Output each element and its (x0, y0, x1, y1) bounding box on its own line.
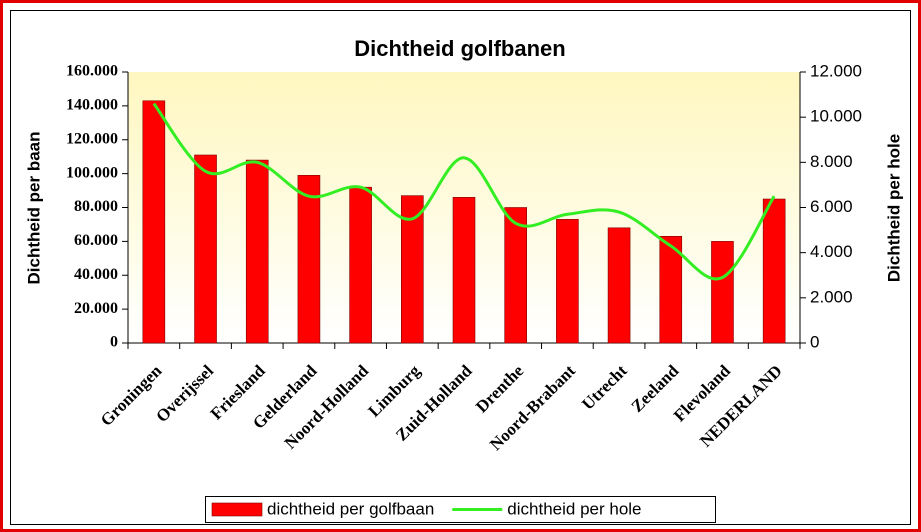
y-tick-label: 60.000 (74, 232, 118, 249)
chart-title: Dichtheid golfbanen (354, 36, 565, 61)
bar (711, 241, 734, 344)
bar (452, 197, 476, 344)
line (152, 102, 776, 281)
y2-tick-label: 6.000 (810, 197, 853, 216)
y-tick-label: 100.000 (66, 164, 118, 181)
y2-axis-label: Dichtheid per hole (884, 134, 903, 282)
y-tick-label: 20.000 (74, 300, 118, 317)
legend-label: dichtheid per golfbaan (267, 499, 434, 518)
y-tick-label: 120.000 (66, 130, 118, 147)
bar (762, 198, 786, 344)
y2-tick-label: 10.000 (810, 107, 862, 126)
y-tick-label: 80.000 (74, 198, 118, 215)
bar (297, 175, 321, 344)
bar (349, 186, 372, 344)
y2-tick-label: 0 (810, 332, 819, 351)
bar (245, 159, 269, 344)
bar (401, 195, 424, 344)
y-tick-label: 40.000 (74, 266, 118, 283)
y-tick-label: 140.000 (66, 97, 118, 114)
legend-key (211, 502, 263, 517)
y2-tick-label: 8.000 (810, 152, 853, 171)
bar (659, 235, 683, 344)
bar (556, 219, 579, 344)
y2-tick-label: 2.000 (810, 287, 853, 306)
legend-label: dichtheid per hole (507, 499, 641, 518)
bar (504, 207, 527, 344)
y-tick-label: 0 (110, 334, 118, 351)
y-tick-label: 160.000 (66, 63, 118, 80)
bar (194, 154, 217, 344)
y2-tick-label: 4.000 (810, 242, 853, 261)
bar (607, 227, 631, 344)
y2-tick-label: 12.000 (810, 61, 862, 80)
y-axis-label: Dichtheid per baan (24, 131, 43, 284)
bar (142, 100, 166, 344)
